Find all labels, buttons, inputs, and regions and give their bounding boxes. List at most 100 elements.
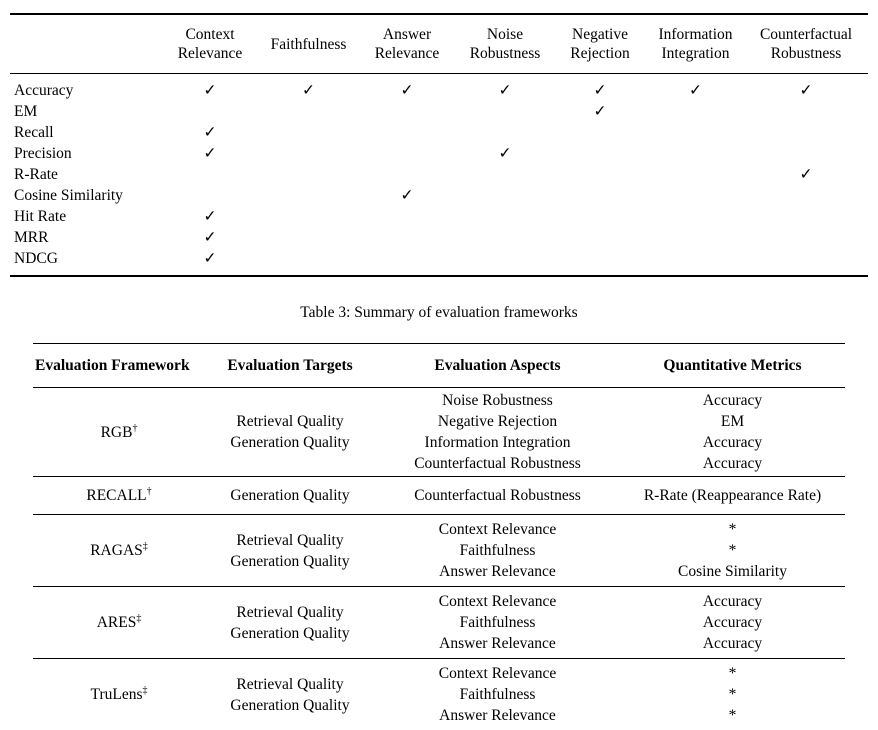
check-cell (647, 164, 744, 185)
metric-label: EM (14, 103, 38, 120)
column-header-context-relevance: Context Relevance (177, 26, 243, 62)
metric-line: Accuracy (702, 593, 763, 610)
check-cell (160, 101, 260, 122)
column-header-noise-robustness: Noise Robustness (469, 26, 541, 62)
metrics-cell: * * * (620, 659, 845, 730)
check-cell (260, 185, 357, 206)
column-header-quantitative-metrics: Quantitative Metrics (663, 357, 802, 374)
table-row-r-rate: R-Rate ✓ (10, 164, 868, 185)
check-cell (553, 164, 647, 185)
table-row-ragas: RAGAS‡ Retrieval Quality Generation Qual… (33, 515, 845, 587)
target-line: Generation Quality (230, 624, 350, 642)
double-dagger-marker: ‡ (142, 540, 148, 552)
aspect-line: Faithfulness (459, 542, 536, 559)
table-row-hit-rate: Hit Rate ✓ (10, 206, 868, 227)
metric-line: Accuracy (702, 392, 763, 409)
check-cell (744, 122, 868, 143)
metric-line: Cosine Similarity (678, 563, 787, 580)
check-cell (553, 185, 647, 206)
table-row-em: EM ✓ (10, 101, 868, 122)
check-cell (647, 101, 744, 122)
framework-name-cell: TruLens‡ (33, 659, 205, 730)
column-header-evaluation-targets: Evaluation Targets (227, 357, 353, 374)
target-line: Generation Quality (230, 487, 350, 504)
table-row-precision: Precision ✓ ✓ (10, 143, 868, 164)
check-cell (553, 122, 647, 143)
column-header-evaluation-framework: Evaluation Framework (35, 357, 190, 374)
aspect-line: Information Integration (424, 434, 571, 451)
metric-line: Accuracy (702, 635, 763, 652)
table-row-recall: RECALL† Generation Quality Counterfactua… (33, 477, 845, 515)
double-dagger-marker: ‡ (142, 684, 148, 696)
check-cell (744, 143, 868, 164)
check-cell (647, 185, 744, 206)
aspect-line: Answer Relevance (439, 707, 556, 724)
target-line: Retrieval Quality (236, 531, 344, 549)
framework-name: ARES (96, 614, 137, 631)
framework-name-cell: RAGAS‡ (33, 515, 205, 587)
check-cell (744, 227, 868, 248)
check-cell (357, 248, 457, 276)
metric-line: Accuracy (702, 434, 763, 451)
aspect-line: Noise Robustness (442, 392, 553, 409)
check-cell (357, 227, 457, 248)
check-cell (457, 185, 553, 206)
check-cell (744, 185, 868, 206)
frameworks-summary-table: Evaluation Framework Evaluation Targets … (33, 343, 845, 730)
dagger-marker: † (132, 422, 138, 434)
column-header-negative-rejection: Negative Rejection (570, 26, 630, 62)
check-cell (357, 206, 457, 227)
aspects-cell: Context Relevance Faithfulness Answer Re… (375, 587, 620, 659)
column-header-information-integration: Information Integration (658, 26, 733, 62)
metric-line: R-Rate (Reappearance Rate) (643, 487, 822, 504)
double-dagger-marker: ‡ (136, 612, 142, 624)
aspect-line: Context Relevance (438, 521, 557, 538)
check-cell: ✓ (203, 82, 217, 99)
check-cell: ✓ (498, 145, 512, 162)
check-cell (553, 227, 647, 248)
metric-line: * (728, 665, 737, 682)
check-cell: ✓ (203, 250, 217, 267)
matrix-corner-cell (10, 14, 160, 74)
aspects-cell: Noise Robustness Negative Rejection Info… (375, 388, 620, 477)
check-cell: ✓ (498, 82, 512, 99)
table-row-cosine-similarity: Cosine Similarity ✓ (10, 185, 868, 206)
check-cell: ✓ (203, 145, 217, 162)
column-header-answer-relevance: Answer Relevance (374, 26, 440, 62)
check-cell (647, 143, 744, 164)
check-cell: ✓ (593, 82, 607, 99)
aspect-line: Faithfulness (459, 614, 536, 631)
framework-name: TruLens (90, 686, 143, 703)
metric-label: Recall (14, 124, 54, 141)
metric-label: Precision (14, 145, 72, 162)
check-cell (647, 206, 744, 227)
table-row-ndcg: NDCG ✓ (10, 248, 868, 276)
aspects-cell: Context Relevance Faithfulness Answer Re… (375, 659, 620, 730)
check-cell (744, 101, 868, 122)
framework-name: RGB (100, 423, 133, 441)
check-cell (357, 101, 457, 122)
framework-name: RECALL (86, 487, 147, 504)
aspect-line: Faithfulness (459, 686, 536, 703)
check-cell (553, 206, 647, 227)
check-cell (457, 248, 553, 276)
check-cell (260, 101, 357, 122)
aspect-line: Answer Relevance (439, 563, 556, 580)
check-cell: ✓ (799, 82, 813, 99)
metric-line: * (728, 542, 737, 559)
aspect-line: Counterfactual Robustness (414, 455, 581, 472)
aspect-line: Counterfactual Robustness (414, 487, 581, 504)
target-line: Generation Quality (230, 696, 350, 714)
check-cell (647, 227, 744, 248)
check-cell (260, 206, 357, 227)
metric-label: NDCG (14, 250, 58, 267)
metric-label: Hit Rate (14, 208, 67, 225)
check-cell: ✓ (203, 208, 217, 225)
check-cell (457, 227, 553, 248)
target-line: Retrieval Quality (236, 413, 344, 430)
aspect-line: Negative Rejection (437, 413, 558, 430)
metric-line: * (728, 686, 737, 703)
targets-cell: Retrieval Quality Generation Quality (205, 659, 375, 730)
aspect-line: Context Relevance (438, 593, 557, 610)
